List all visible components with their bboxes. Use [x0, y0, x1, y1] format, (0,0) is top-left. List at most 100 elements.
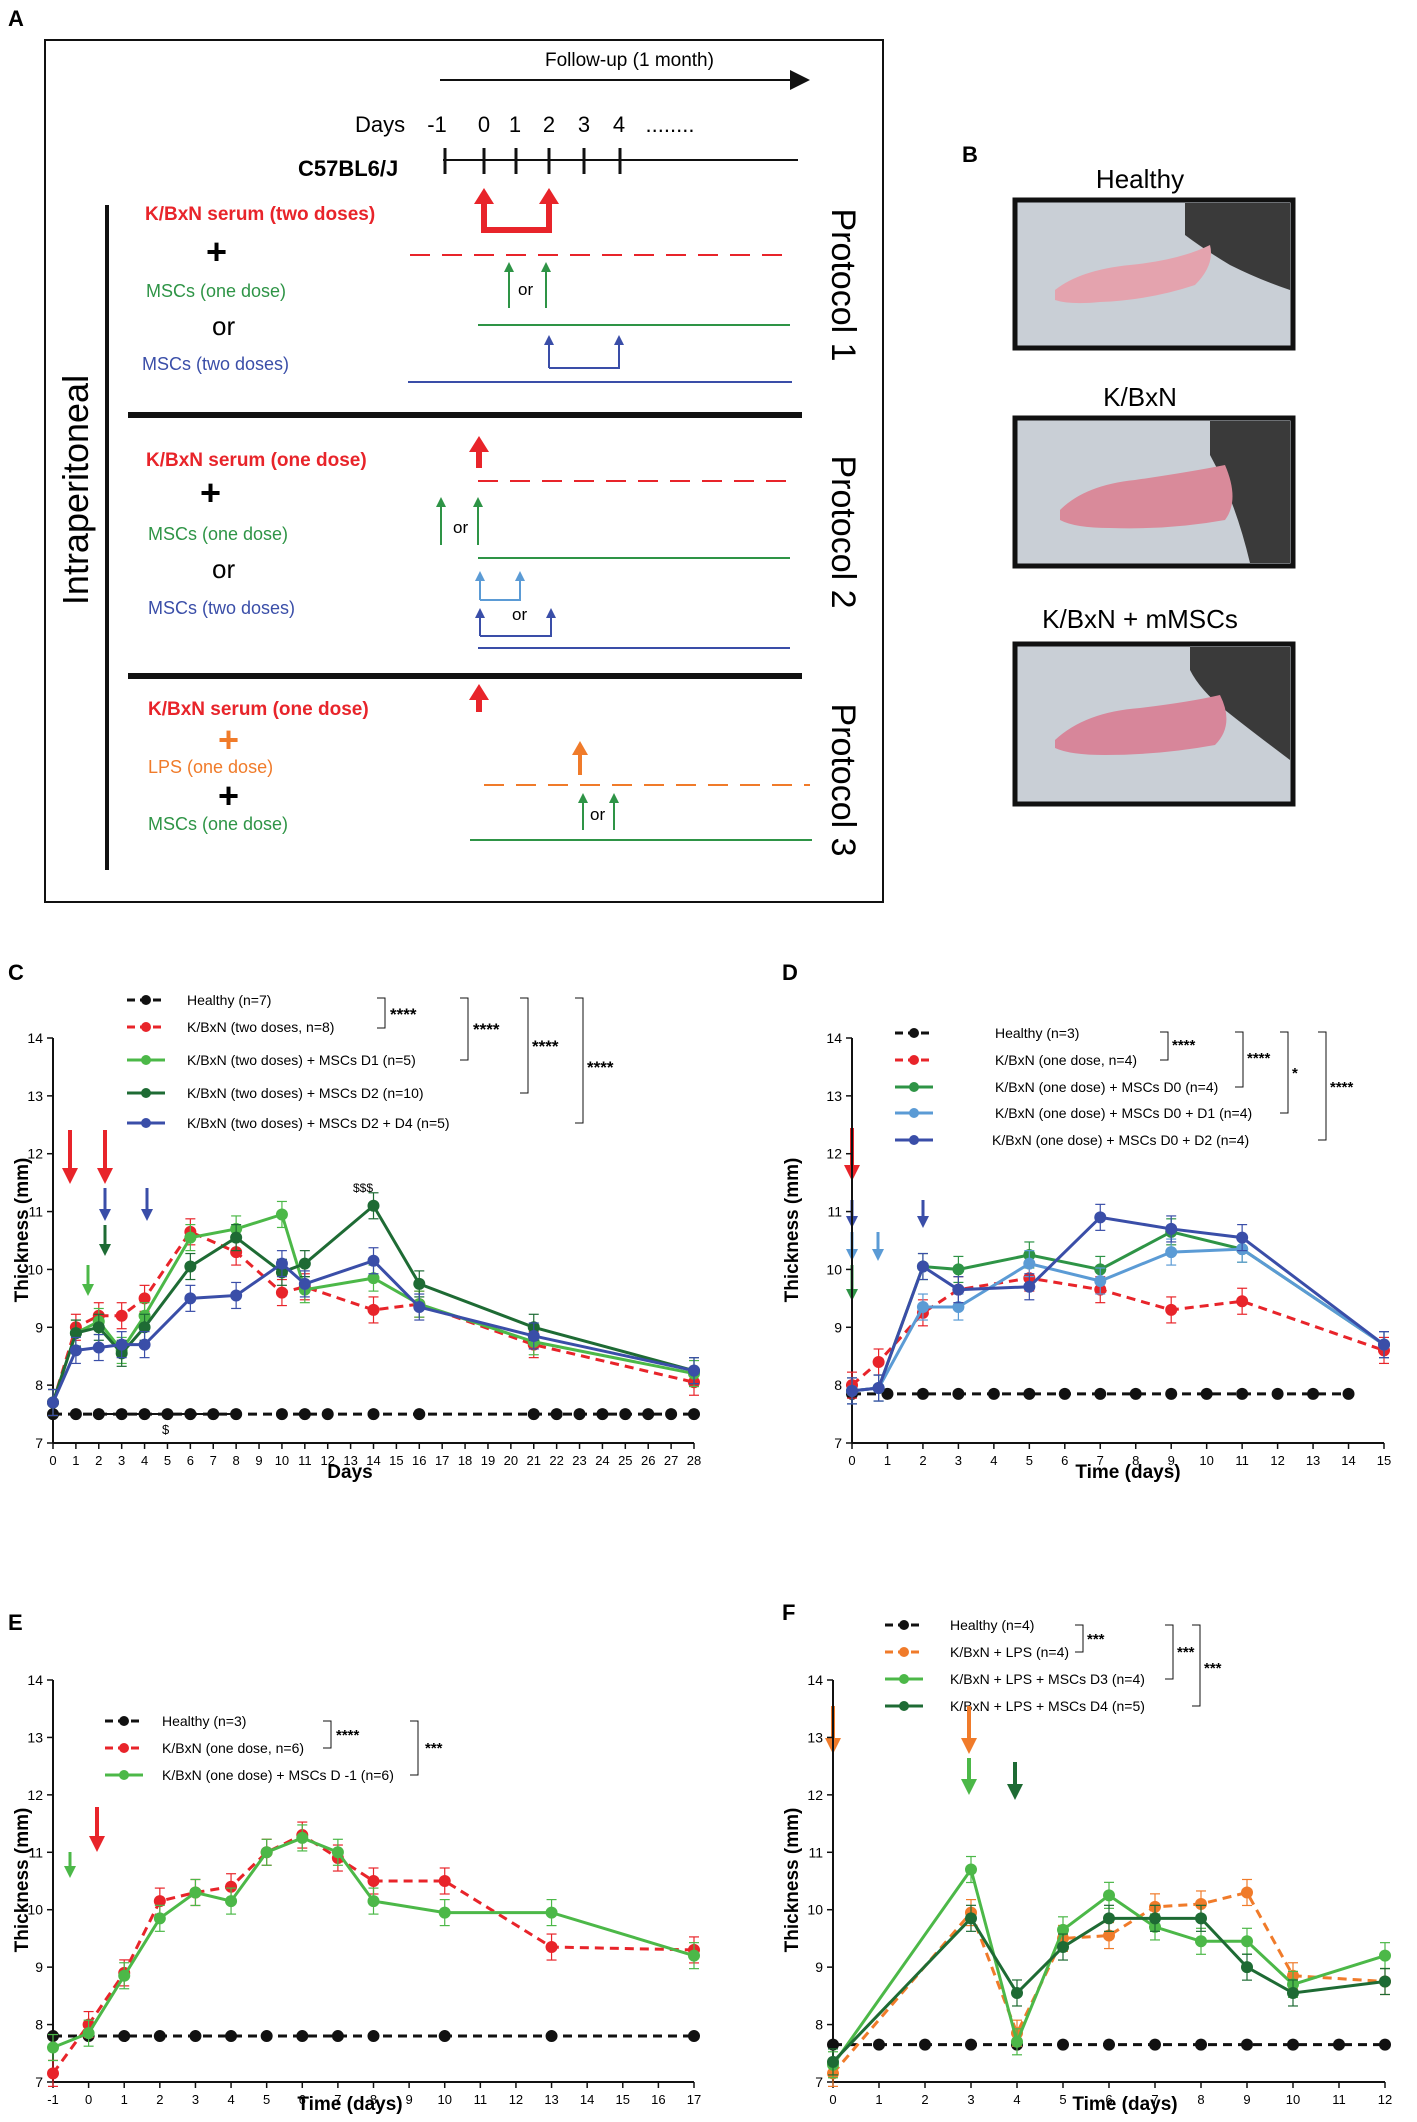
protocol-2-arrow-or-2: or [512, 605, 527, 624]
y-tick-label: 9 [815, 1959, 823, 1975]
y-tick-label: 12 [826, 1146, 842, 1162]
arrowhead [614, 335, 624, 345]
x-tick-label: 22 [549, 1453, 563, 1468]
x-tick-label: 1 [72, 1453, 79, 1468]
data-point [153, 1912, 166, 1925]
data-point [1195, 1912, 1207, 1925]
panel-a-frame [44, 39, 884, 903]
data-point [1103, 2038, 1115, 2051]
protocol-3-msc-one: MSCs (one dose) [148, 814, 288, 834]
data-point [919, 2038, 931, 2051]
serum-arrow-day0-2 [481, 198, 552, 233]
data-point [1241, 2038, 1253, 2051]
dose-arrows [64, 1807, 105, 1878]
data-point [952, 1283, 965, 1296]
y-tick-label: 14 [826, 1030, 842, 1046]
y-tick-label: 7 [834, 1435, 842, 1451]
x-tick-label: 9 [1243, 2092, 1250, 2107]
protocol-3-serum: K/BxN serum (one dose) [148, 699, 369, 720]
data-point [1094, 1211, 1107, 1224]
y-tick-label: 12 [27, 1787, 43, 1803]
data-point [1195, 1935, 1207, 1948]
data-point [596, 1408, 609, 1421]
axis-title-x: Time (days) [297, 2094, 402, 2115]
y-tick-label: 14 [807, 1672, 823, 1688]
x-tick-label: 27 [664, 1453, 678, 1468]
x-tick-label: 2 [156, 2092, 163, 2107]
legend-label: K/BxN + LPS + MSCs D3 (n=4) [950, 1671, 1145, 1687]
data-point [1058, 1387, 1071, 1400]
data-point [1241, 1935, 1253, 1948]
y-tick-label: 9 [35, 1959, 43, 1975]
data-point [573, 1408, 586, 1421]
data-point [230, 1408, 243, 1421]
data-point [827, 2038, 839, 2051]
data-point [1241, 1961, 1253, 1974]
data-point [1287, 1986, 1299, 1999]
data-point [688, 1408, 700, 1421]
data-point [665, 1408, 678, 1421]
y-tick-label: 9 [834, 1319, 842, 1335]
panel-f-label: F [782, 1600, 795, 1625]
x-tick-label: 2 [919, 1453, 926, 1468]
x-tick-label: 11 [474, 2092, 488, 2107]
data-point [952, 1263, 965, 1276]
x-tick-label: 4 [227, 2092, 234, 2107]
x-tick-label: 1 [875, 2092, 882, 2107]
y-tick-label: 8 [815, 2017, 823, 2033]
data-point [275, 1208, 288, 1221]
arrowhead [469, 684, 489, 700]
data-point [1195, 2038, 1207, 2051]
significance-brackets: **** *** [323, 1720, 443, 1776]
x-tick-label: 10 [1199, 1453, 1213, 1468]
legend-label: K/BxN (one dose) + MSCs D0 + D1 (n=4) [995, 1105, 1252, 1121]
paw-photo-healthy: Healthy [1012, 164, 1296, 351]
data-point [1094, 1387, 1107, 1400]
series-line [851, 1276, 1385, 1387]
legend-label: K/BxN (one dose) + MSCs D0 (n=4) [995, 1079, 1218, 1095]
data-point [331, 2030, 344, 2043]
data-point [138, 1338, 151, 1351]
series-line [851, 1215, 1385, 1393]
data-point [916, 1301, 929, 1314]
arrowhead [546, 608, 556, 618]
data-point [965, 1912, 977, 1925]
data-point [1165, 1387, 1178, 1400]
arrowhead [436, 497, 446, 507]
paw-photo-kbxn: K/BxN [1012, 382, 1296, 569]
data-point [1103, 1889, 1115, 1902]
arrowhead [609, 793, 619, 803]
x-tick-label: 7 [334, 2092, 341, 2107]
x-tick-label: 4 [990, 1453, 997, 1468]
x-tick-label: 8 [233, 1453, 240, 1468]
sig-label: **** [1330, 1079, 1354, 1096]
panel-f: F Thickness (mm) Time (days) Healthy (n=… [782, 1600, 1392, 2115]
legend-label: K/BxN (two doses) + MSCs D1 (n=5) [187, 1052, 416, 1068]
y-tick-label: 11 [808, 1844, 823, 1860]
legend: Healthy (n=3) K/BxN (one dose, n=6) K/Bx… [105, 1713, 394, 1783]
y-tick-label: 13 [826, 1088, 842, 1104]
day-tick-label: 1 [509, 112, 521, 137]
data-point [331, 1846, 344, 1859]
data-point [260, 1846, 273, 1859]
data-point [545, 1906, 558, 1919]
data-point [367, 1408, 380, 1421]
x-tick-label: 8 [370, 2092, 377, 2107]
protocol-2-msc-one: MSCs (one dose) [148, 524, 288, 544]
x-tick-label: 0 [49, 1453, 56, 1468]
legend-label: K/BxN (one dose, n=6) [162, 1740, 304, 1756]
data-point [225, 1895, 238, 1908]
series-line [851, 1230, 1385, 1393]
strain-label: C57BL6/J [298, 156, 398, 181]
x-tick-label: 13 [343, 1453, 357, 1468]
data-point [846, 1384, 858, 1397]
data-point [1333, 2038, 1345, 2051]
data-point [688, 1949, 700, 1962]
x-tick-label: 0 [85, 2092, 92, 2107]
series-line [851, 1247, 1385, 1393]
arrowhead [578, 793, 588, 803]
annotation: $ [162, 1422, 170, 1437]
significance-brackets: *** *** *** [1075, 1624, 1222, 1707]
